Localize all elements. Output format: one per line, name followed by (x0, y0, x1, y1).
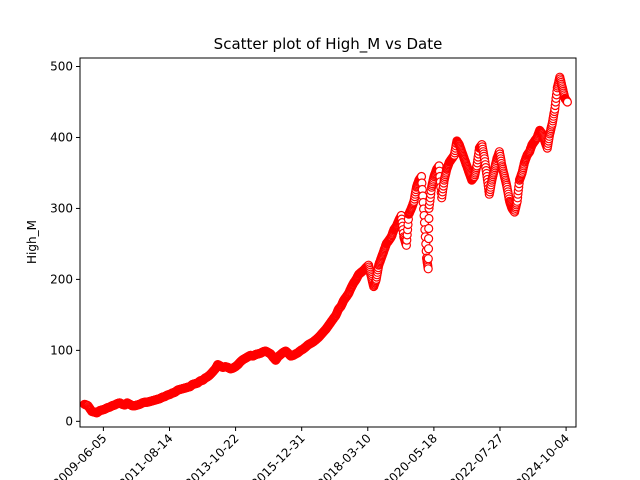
scatter-point (423, 244, 434, 254)
y-tick-label: 200 (50, 272, 73, 286)
plot-clip-group (80, 72, 573, 418)
scatter-point (424, 213, 434, 224)
x-axis: 2009-06-05 2011-08-14 2013-10-22 2015-12-31… (50, 427, 572, 480)
x-tick-label: 2018-03-10 (315, 431, 374, 480)
chart-title: Scatter plot of High_M vs Date (214, 35, 443, 54)
x-tick-label: 2022-07-27 (447, 431, 506, 480)
x-tick-label: 2024-10-04 (513, 431, 572, 480)
scatter-point (424, 223, 434, 234)
y-axis-label: High_M (25, 220, 39, 264)
scatter-point (562, 97, 573, 107)
y-axis: 0 100 200 300 400 500 (50, 60, 80, 428)
y-tick-label: 0 (65, 414, 73, 428)
y-tick-label: 100 (50, 343, 73, 357)
x-tick-label: 2009-06-05 (50, 431, 109, 480)
scatter-point (424, 234, 434, 244)
y-tick-label: 500 (50, 60, 73, 74)
x-tick-label: 2011-08-14 (116, 431, 175, 480)
x-tick-label: 2015-12-31 (249, 431, 308, 480)
x-tick-label: 2020-05-18 (381, 431, 440, 480)
scatter-point (423, 254, 433, 264)
y-tick-label: 400 (50, 130, 73, 144)
y-tick-label: 300 (50, 201, 73, 215)
scatter-point (423, 264, 433, 274)
x-tick-label: 2013-10-22 (182, 431, 241, 480)
plot-frame (79, 57, 577, 428)
